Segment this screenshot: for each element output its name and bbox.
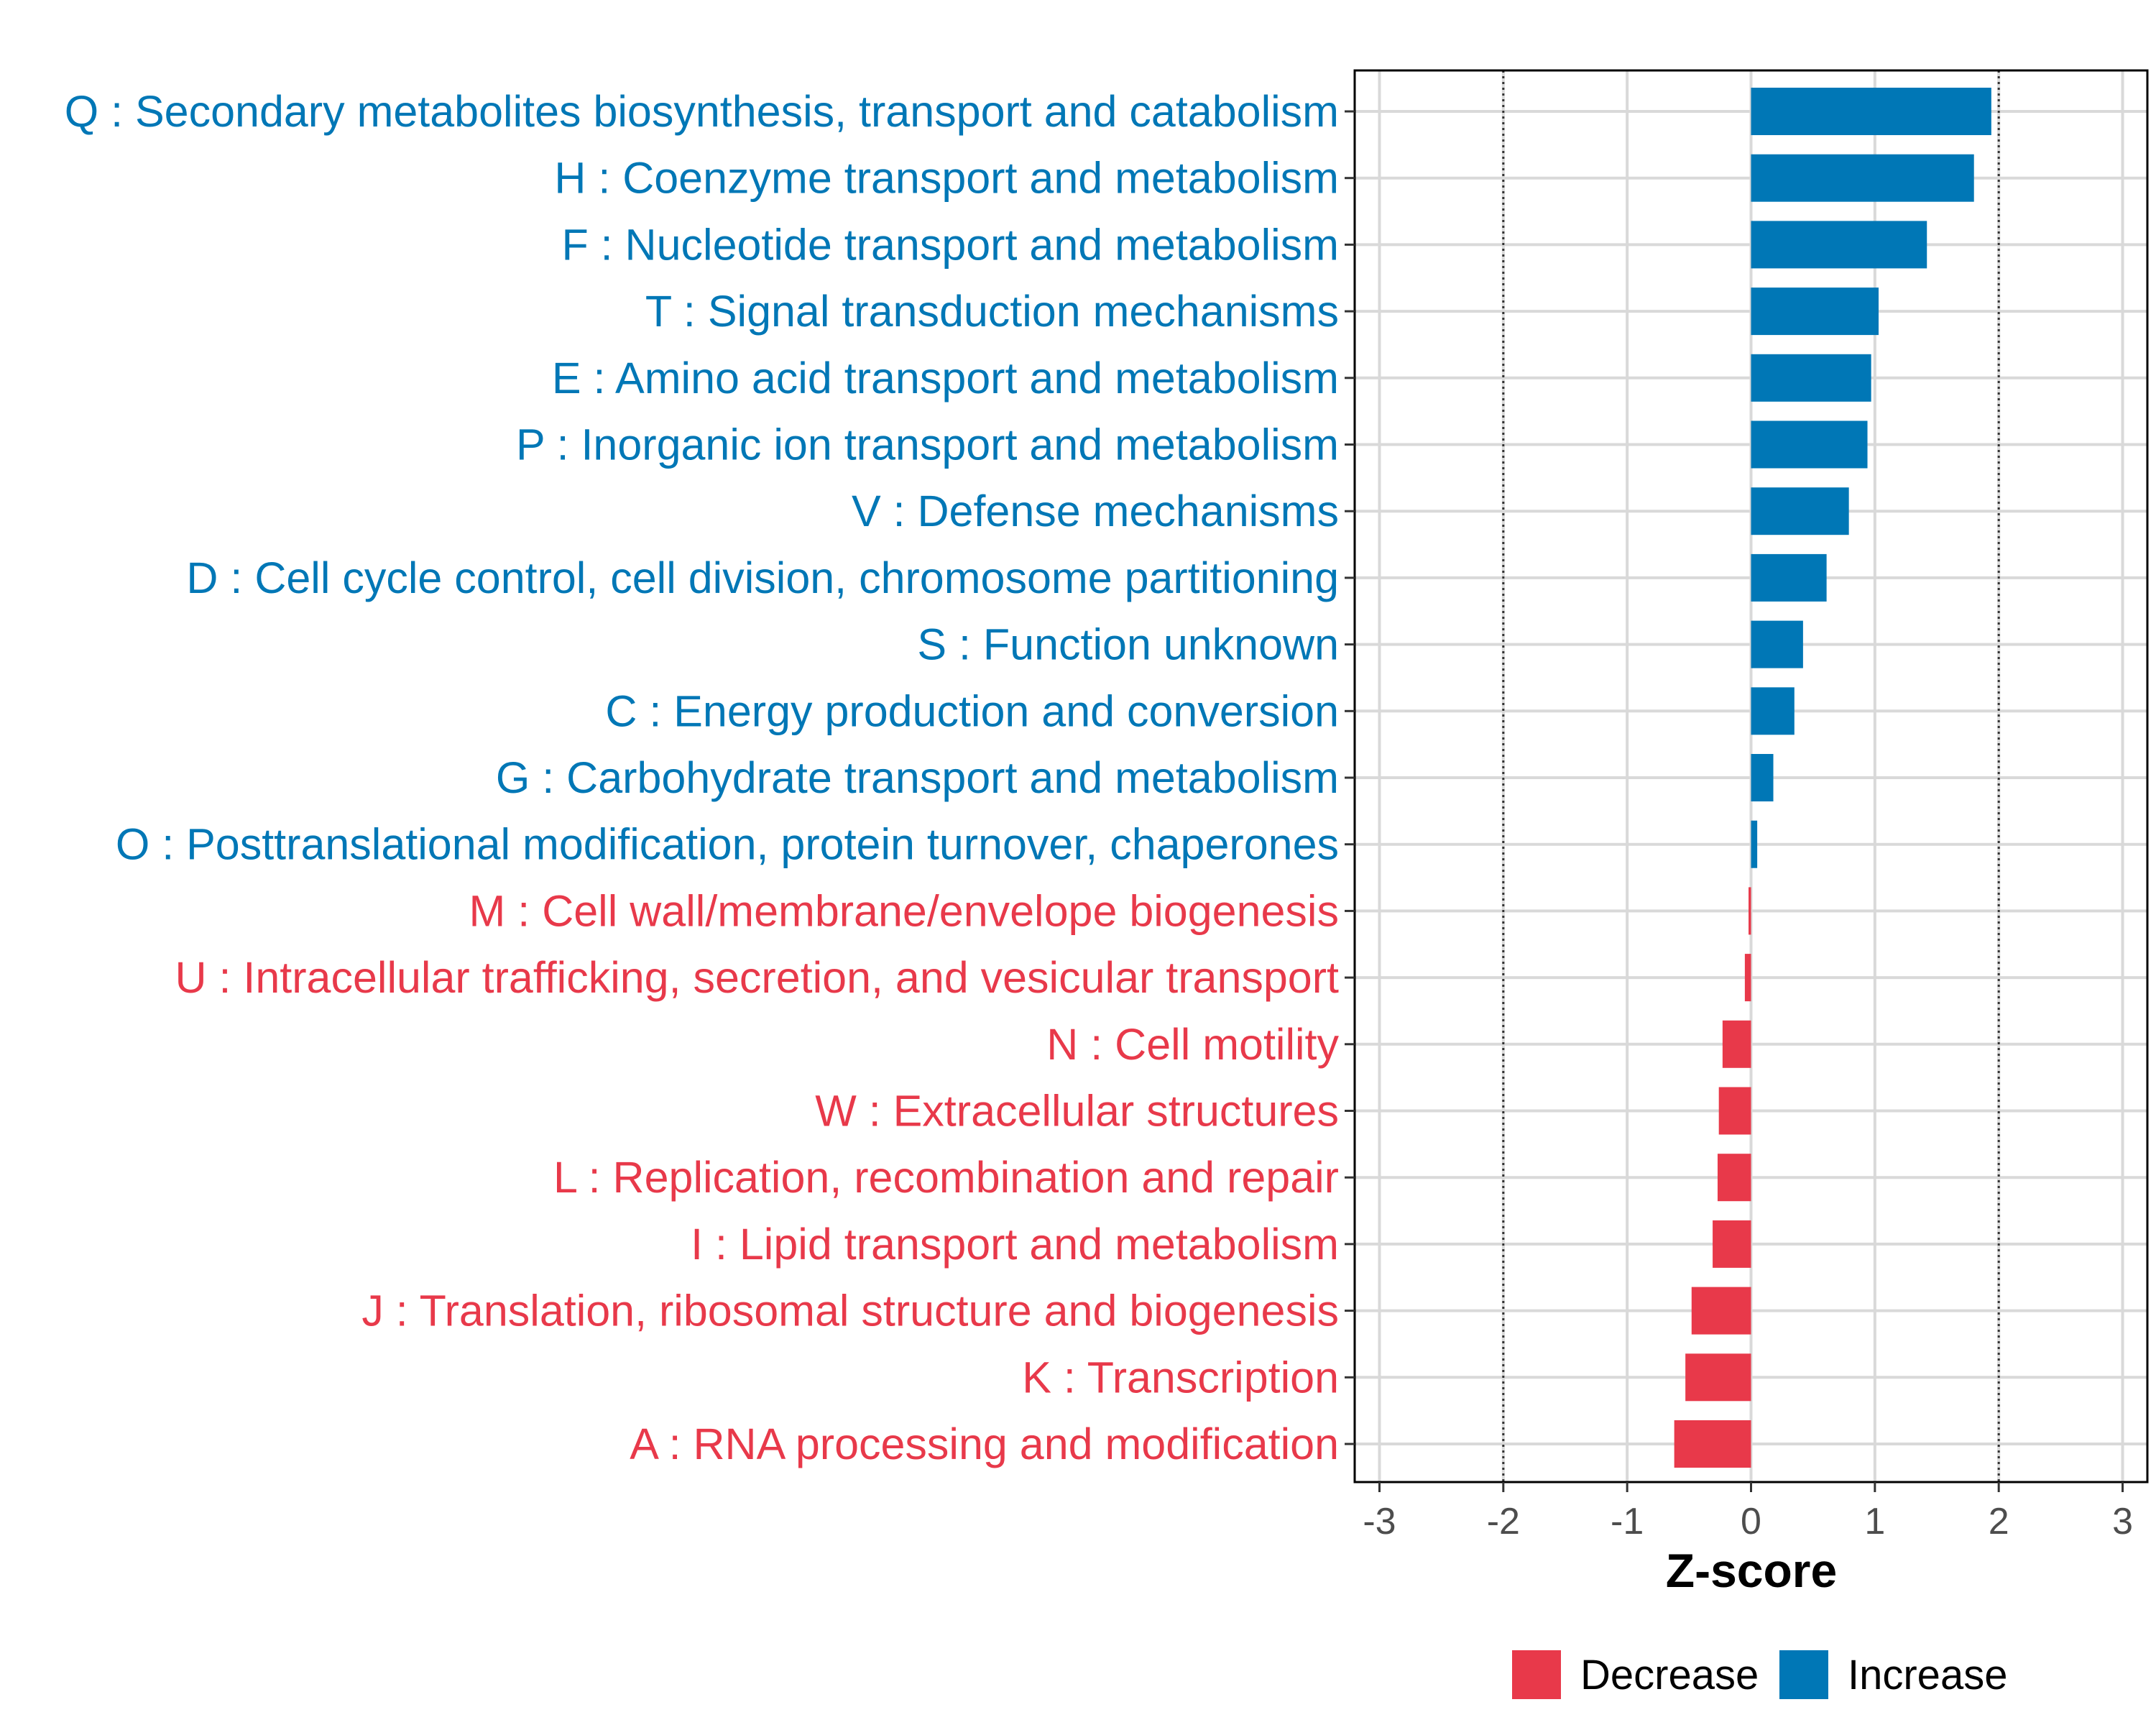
bar [1717, 1154, 1751, 1202]
legend: Decrease Increase [1512, 1650, 2007, 1699]
legend-swatch-increase [1779, 1650, 1828, 1699]
y-tick-label: Q : Secondary metabolites biosynthesis, … [65, 87, 1339, 136]
y-tick-label: E : Amino acid transport and metabolism [552, 354, 1339, 402]
x-tick-label: 2 [1989, 1501, 2009, 1542]
y-tick-label: V : Defense mechanisms [852, 487, 1339, 535]
y-tick-label: U : Intracellular trafficking, secretion… [175, 953, 1340, 1002]
x-tick-label: 3 [2112, 1501, 2133, 1542]
bar [1751, 354, 1871, 402]
bar [1722, 1020, 1751, 1068]
bar [1751, 420, 1868, 469]
y-tick-label: M : Cell wall/membrane/envelope biogenes… [469, 886, 1339, 935]
x-tick-label: 1 [1864, 1501, 1885, 1542]
bar-series [1674, 88, 1991, 1468]
y-tick-label: I : Lipid transport and metabolism [691, 1220, 1339, 1269]
y-tick-label: K : Transcription [1022, 1353, 1339, 1402]
bar [1685, 1353, 1751, 1402]
bar [1751, 288, 1879, 336]
y-tick-label: D : Cell cycle control, cell division, c… [186, 553, 1339, 602]
x-tick-label: -3 [1363, 1501, 1396, 1542]
bar [1744, 954, 1751, 1002]
y-tick-label: A : RNA processing and modification [630, 1420, 1339, 1468]
y-tick-label: P : Inorganic ion transport and metaboli… [516, 420, 1339, 469]
bar [1674, 1420, 1751, 1468]
bar [1751, 620, 1803, 668]
bar [1718, 1087, 1751, 1135]
y-tick-label: G : Carbohydrate transport and metabolis… [496, 753, 1339, 802]
x-axis: -3 -2 -1 0 1 2 3 [1363, 1482, 2133, 1542]
y-tick-label: O : Posttranslational modification, prot… [116, 820, 1339, 869]
y-tick-label: N : Cell motility [1046, 1020, 1339, 1069]
y-axis: Q : Secondary metabolites biosynthesis, … [65, 87, 1355, 1468]
y-tick-label: C : Energy production and conversion [605, 686, 1339, 735]
bar [1751, 687, 1795, 735]
y-tick-label: J : Translation, ribosomal structure and… [361, 1287, 1339, 1335]
x-tick-label: -2 [1487, 1501, 1520, 1542]
legend-label-decrease: Decrease [1580, 1652, 1759, 1698]
bar [1751, 88, 1991, 135]
y-tick-label: W : Extracellular structures [815, 1087, 1339, 1136]
bar [1751, 221, 1927, 269]
x-axis-title: Z-score [1666, 1544, 1837, 1597]
y-tick-label: S : Function unknown [917, 620, 1339, 669]
x-tick-label: -1 [1611, 1501, 1644, 1542]
y-tick-label: H : Coenzyme transport and metabolism [554, 154, 1339, 203]
bar [1751, 154, 1974, 202]
bar [1691, 1287, 1751, 1335]
y-tick-label: T : Signal transduction mechanisms [645, 287, 1339, 336]
legend-label-increase: Increase [1848, 1652, 2007, 1698]
bar [1751, 487, 1849, 535]
bar [1751, 754, 1774, 801]
y-tick-label: L : Replication, recombination and repai… [553, 1153, 1339, 1202]
y-tick-label: F : Nucleotide transport and metabolism [561, 220, 1339, 269]
bar [1749, 887, 1751, 935]
legend-swatch-decrease [1512, 1650, 1561, 1699]
bar [1751, 820, 1758, 868]
x-tick-label: 0 [1741, 1501, 1761, 1542]
bar [1713, 1220, 1751, 1268]
bar [1751, 553, 1827, 602]
